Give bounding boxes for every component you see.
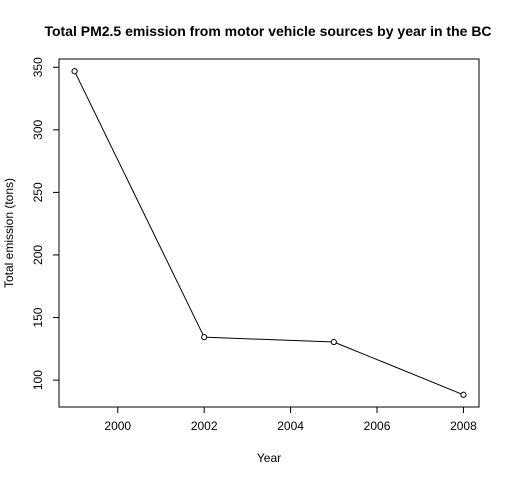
series-line-segment	[206, 336, 332, 343]
series-layer	[71, 68, 467, 398]
x-tick-label: 2008	[450, 419, 477, 433]
data-point	[201, 334, 208, 341]
series-line-segment	[336, 342, 462, 395]
x-axis: 2000 2002 2004 2006 2008	[104, 407, 477, 433]
y-tick-label: 300	[31, 119, 45, 139]
series-line-segment	[75, 73, 204, 336]
x-tick-label: 2006	[364, 419, 391, 433]
y-axis-label: Total emission (tons)	[2, 178, 16, 288]
data-point	[330, 338, 337, 346]
chart-title: Total PM2.5 emission from motor vehicle …	[44, 23, 491, 39]
x-tick-label: 2004	[277, 419, 304, 433]
y-axis: 100 150 200 250 300 350	[31, 57, 59, 390]
data-point	[460, 391, 467, 398]
x-tick-label: 2002	[191, 419, 218, 433]
data-point	[71, 68, 78, 75]
y-tick-label: 250	[31, 182, 45, 202]
y-tick-label: 100	[31, 370, 45, 390]
x-tick-label: 2000	[104, 419, 131, 433]
y-tick-label: 200	[31, 245, 45, 265]
y-tick-label: 150	[31, 307, 45, 327]
x-axis-label: Year	[257, 451, 281, 465]
y-tick-label: 350	[31, 57, 45, 77]
plot-frame	[58, 58, 480, 408]
